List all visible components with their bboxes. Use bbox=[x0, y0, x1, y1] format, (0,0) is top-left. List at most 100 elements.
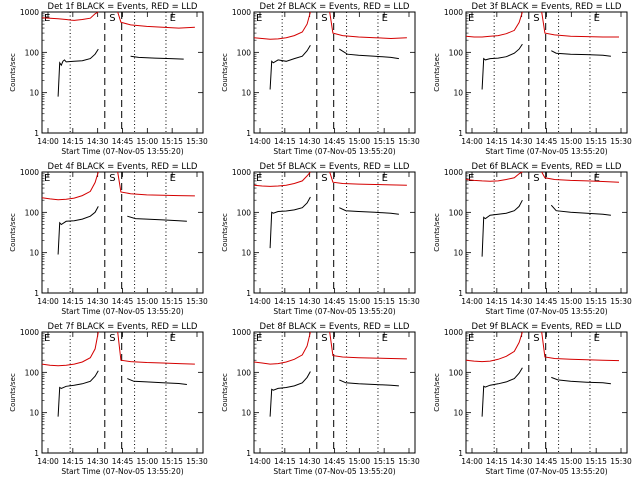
y-axis-label: Counts/sec bbox=[433, 373, 441, 412]
interval-marker-e: E bbox=[170, 333, 176, 344]
interval-marker-s: S bbox=[321, 13, 327, 24]
x-tick-label: 15:15 bbox=[161, 137, 183, 146]
y-tick-label: 10 bbox=[29, 249, 39, 258]
y-axis-label: Counts/sec bbox=[9, 53, 17, 92]
x-axis-label: Start Time (07-Nov-05 13:55:20) bbox=[273, 467, 395, 476]
x-tick-label: 15:15 bbox=[585, 137, 607, 146]
y-tick-label: 1 bbox=[458, 289, 463, 298]
lld-rate-series-seg2 bbox=[541, 11, 619, 38]
y-tick-label: 100 bbox=[25, 48, 40, 57]
x-tick-label: 14:00 bbox=[461, 457, 483, 466]
interval-marker-e: E bbox=[256, 13, 262, 24]
lld-rate-series-seg1 bbox=[465, 171, 523, 182]
y-tick-label: 1 bbox=[458, 129, 463, 138]
event-rate-series-seg2 bbox=[130, 55, 184, 60]
event-rate-series-seg2 bbox=[339, 207, 399, 215]
x-tick-label: 15:00 bbox=[137, 457, 159, 466]
interval-marker-e: E bbox=[468, 333, 474, 344]
y-tick-label: 10 bbox=[453, 409, 463, 418]
event-rate-series-seg2 bbox=[551, 376, 611, 385]
y-tick-label: 1000 bbox=[20, 328, 39, 337]
plot-frame bbox=[41, 331, 204, 454]
chart-panel-5: Det 5f BLACK = Events, RED = LLD 1 10 100 10… bbox=[221, 162, 420, 316]
y-tick-label: 100 bbox=[25, 208, 40, 217]
x-tick-label: 14:15 bbox=[62, 457, 84, 466]
chart-panel-2: Det 2f BLACK = Events, RED = LLD 1 10 100 10… bbox=[221, 2, 420, 156]
y-tick-label: 100 bbox=[449, 48, 464, 57]
x-tick-label: 15:00 bbox=[561, 137, 583, 146]
x-tick-label: 14:45 bbox=[536, 457, 558, 466]
x-tick-label: 15:30 bbox=[186, 297, 208, 306]
interval-marker-s: S bbox=[109, 333, 115, 344]
x-tick-label: 15:15 bbox=[585, 297, 607, 306]
event-rate-series-seg2 bbox=[127, 378, 187, 385]
x-tick-label: 15:30 bbox=[186, 457, 208, 466]
x-tick-label: 15:15 bbox=[161, 297, 183, 306]
plot-frame bbox=[465, 171, 628, 294]
y-axis-label: Counts/sec bbox=[221, 373, 229, 412]
lld-rate-series-seg2 bbox=[117, 11, 195, 29]
chart-title: Det 8f BLACK = Events, RED = LLD bbox=[260, 322, 410, 332]
x-tick-label: 14:00 bbox=[37, 297, 59, 306]
event-rate-series-seg1 bbox=[57, 48, 99, 97]
y-tick-label: 1 bbox=[246, 289, 251, 298]
x-tick-label: 15:30 bbox=[398, 297, 420, 306]
interval-marker-s: S bbox=[533, 333, 539, 344]
x-tick-label: 14:45 bbox=[324, 137, 346, 146]
event-rate-series-seg1 bbox=[269, 44, 311, 90]
y-tick-label: 100 bbox=[449, 368, 464, 377]
interval-marker-e: E bbox=[468, 13, 474, 24]
x-tick-label: 15:00 bbox=[561, 297, 583, 306]
plot-frame bbox=[253, 11, 416, 134]
y-axis-label: Counts/sec bbox=[221, 53, 229, 92]
y-tick-label: 1 bbox=[34, 449, 39, 458]
chart-panel-8: Det 8f BLACK = Events, RED = LLD 1 10 100 10… bbox=[221, 322, 420, 476]
event-rate-series-seg1 bbox=[481, 367, 523, 417]
chart-panel-3: Det 3f BLACK = Events, RED = LLD 1 10 100 10… bbox=[433, 2, 632, 156]
event-rate-series-seg1 bbox=[269, 371, 311, 417]
x-tick-label: 15:00 bbox=[349, 137, 371, 146]
lld-rate-series-seg2 bbox=[329, 11, 407, 40]
x-tick-label: 14:45 bbox=[536, 137, 558, 146]
y-tick-label: 10 bbox=[29, 89, 39, 98]
y-axis-label: Counts/sec bbox=[221, 213, 229, 252]
event-rate-series-seg2 bbox=[339, 379, 399, 387]
x-tick-label: 14:45 bbox=[536, 297, 558, 306]
chart-title: Det 7f BLACK = Events, RED = LLD bbox=[48, 322, 198, 332]
x-tick-label: 14:00 bbox=[37, 457, 59, 466]
x-tick-label: 15:30 bbox=[610, 297, 632, 306]
interval-marker-e: E bbox=[44, 333, 50, 344]
lld-rate-series-seg1 bbox=[41, 171, 99, 201]
x-tick-label: 14:00 bbox=[249, 457, 271, 466]
interval-marker-e: E bbox=[594, 173, 600, 184]
interval-marker-s: S bbox=[533, 173, 539, 184]
interval-marker-e: E bbox=[594, 333, 600, 344]
plot-frame bbox=[253, 171, 416, 294]
event-rate-series-seg1 bbox=[57, 370, 99, 417]
plot-frame bbox=[465, 11, 628, 134]
lld-rate-series-seg1 bbox=[253, 171, 311, 187]
y-tick-label: 1000 bbox=[232, 328, 251, 337]
plot-frame bbox=[253, 331, 416, 454]
interval-marker-e: E bbox=[468, 173, 474, 184]
y-tick-label: 1 bbox=[246, 449, 251, 458]
lld-rate-series-seg2 bbox=[329, 171, 407, 186]
lld-rate-series-seg2 bbox=[329, 331, 407, 360]
y-tick-label: 1 bbox=[34, 129, 39, 138]
y-tick-label: 10 bbox=[241, 409, 251, 418]
x-tick-label: 14:30 bbox=[87, 137, 109, 146]
x-tick-label: 15:00 bbox=[349, 297, 371, 306]
y-tick-label: 10 bbox=[29, 409, 39, 418]
x-axis-label: Start Time (07-Nov-05 13:55:20) bbox=[273, 307, 395, 316]
x-tick-label: 15:15 bbox=[585, 457, 607, 466]
x-tick-label: 14:00 bbox=[37, 137, 59, 146]
x-tick-label: 15:00 bbox=[561, 457, 583, 466]
x-tick-label: 14:15 bbox=[274, 457, 296, 466]
event-rate-series-seg2 bbox=[551, 50, 611, 57]
event-rate-series-seg1 bbox=[269, 196, 311, 249]
chart-title: Det 2f BLACK = Events, RED = LLD bbox=[260, 2, 410, 12]
event-rate-series-seg1 bbox=[481, 43, 523, 90]
chart-title: Det 9f BLACK = Events, RED = LLD bbox=[472, 322, 622, 332]
x-tick-label: 14:30 bbox=[87, 297, 109, 306]
